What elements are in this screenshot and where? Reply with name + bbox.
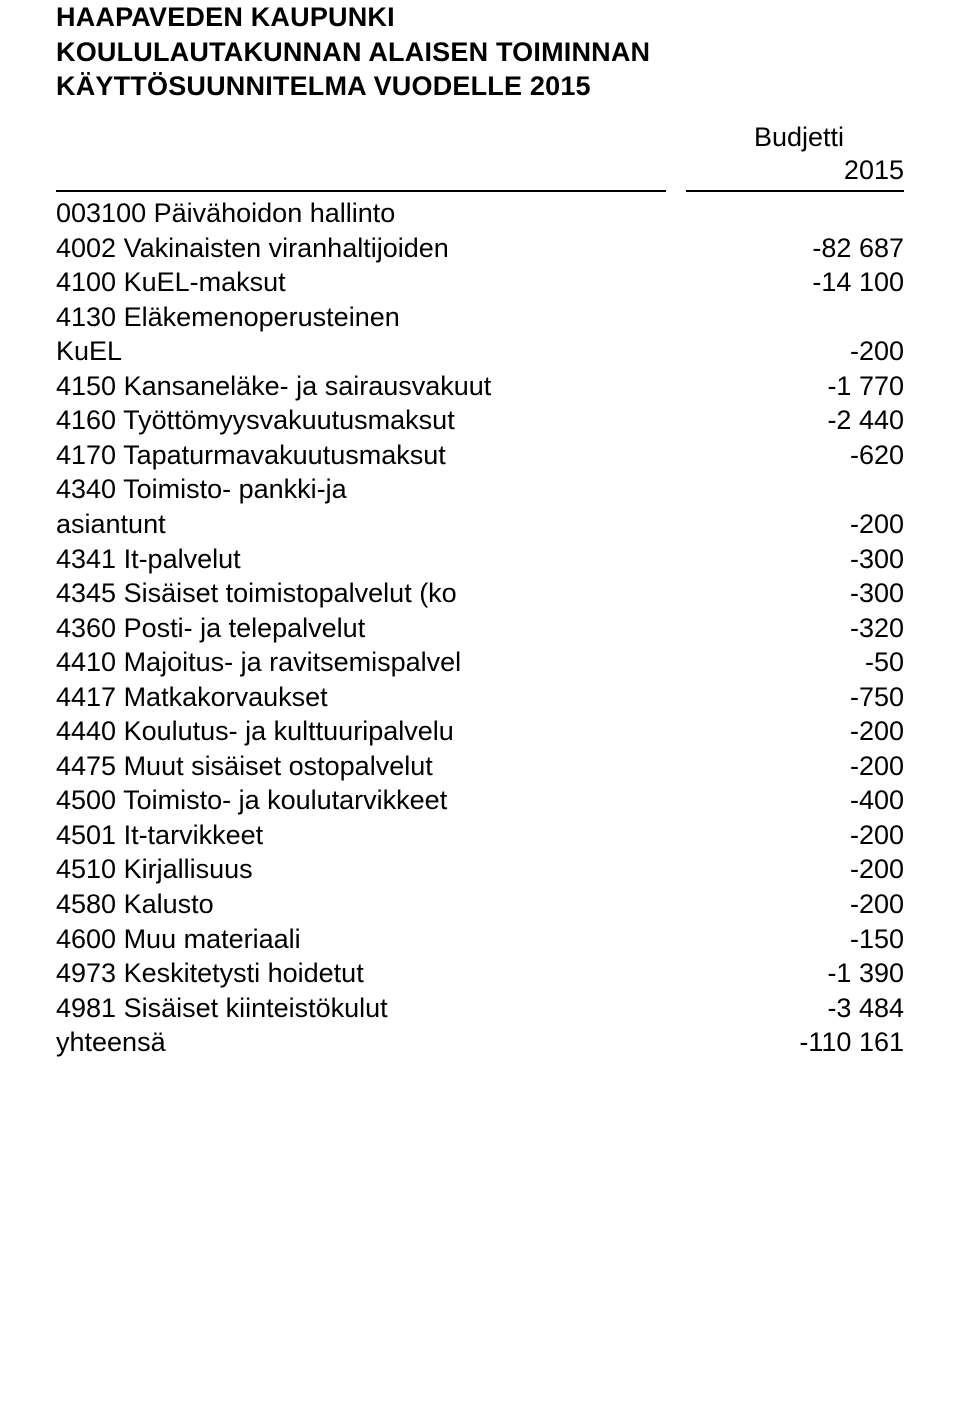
row-label: 4501 It-tarvikkeet — [56, 818, 263, 853]
divider-right — [686, 190, 904, 192]
budget-row: 4160 Työttömyysvakuutusmaksut -2 440 — [56, 403, 904, 438]
row-label: yhteensä — [56, 1025, 166, 1060]
row-value: -200 — [754, 507, 904, 542]
budget-row: 4341 It-palvelut -300 — [56, 542, 904, 577]
row-label: 4410 Majoitus- ja ravitsemispalvel — [56, 645, 461, 680]
row-label: 4500 Toimisto- ja koulutarvikkeet — [56, 783, 447, 818]
row-value: -200 — [754, 818, 904, 853]
budget-row: 4100 KuEL-maksut -14 100 — [56, 265, 904, 300]
row-label: 4510 Kirjallisuus — [56, 852, 253, 887]
section-title: 003100 Päivähoidon hallinto — [56, 198, 904, 229]
budget-row: 4600 Muu materiaali -150 — [56, 922, 904, 957]
budget-row: 4340 Toimisto- pankki-ja — [56, 472, 904, 507]
budget-row: 4475 Muut sisäiset ostopalvelut -200 — [56, 749, 904, 784]
row-label: 4150 Kansaneläke- ja sairausvakuut — [56, 369, 491, 404]
row-label: asiantunt — [56, 507, 166, 542]
row-label: 4345 Sisäiset toimistopalvelut (ko — [56, 576, 457, 611]
row-value: -200 — [754, 887, 904, 922]
budget-row: 4417 Matkakorvaukset -750 — [56, 680, 904, 715]
budget-row: 4410 Majoitus- ja ravitsemispalvel -50 — [56, 645, 904, 680]
divider-left — [56, 190, 666, 192]
row-label: 4130 Eläkemenoperusteinen — [56, 300, 400, 335]
row-value — [754, 300, 904, 335]
header-line-2: KOULULAUTAKUNNAN ALAISEN TOIMINNAN — [56, 35, 904, 70]
row-value: -400 — [754, 783, 904, 818]
row-value: -50 — [754, 645, 904, 680]
row-value: -620 — [754, 438, 904, 473]
header-line-1: HAAPAVEDEN KAUPUNKI — [56, 0, 904, 35]
row-value: -320 — [754, 611, 904, 646]
row-label: 4160 Työttömyysvakuutusmaksut — [56, 403, 455, 438]
budget-label: Budjetti — [56, 122, 904, 153]
row-value: -150 — [754, 922, 904, 957]
budget-row: 4973 Keskitetysti hoidetut -1 390 — [56, 956, 904, 991]
budget-row: 4002 Vakinaisten viranhaltijoiden -82 687 — [56, 231, 904, 266]
row-label: 4002 Vakinaisten viranhaltijoiden — [56, 231, 449, 266]
budget-row: 4501 It-tarvikkeet -200 — [56, 818, 904, 853]
row-value: -200 — [754, 852, 904, 887]
row-value: -300 — [754, 542, 904, 577]
row-value: -82 687 — [754, 231, 904, 266]
budget-rows: 4002 Vakinaisten viranhaltijoiden -82 687… — [56, 231, 904, 1060]
document-header: HAAPAVEDEN KAUPUNKI KOULULAUTAKUNNAN ALA… — [56, 0, 904, 104]
divider-row — [56, 190, 904, 192]
row-label: 4981 Sisäiset kiinteistökulut — [56, 991, 388, 1026]
budget-row: 4150 Kansaneläke- ja sairausvakuut -1 770 — [56, 369, 904, 404]
header-line-3: KÄYTTÖSUUNNITELMA VUODELLE 2015 — [56, 69, 904, 104]
row-label: 4475 Muut sisäiset ostopalvelut — [56, 749, 433, 784]
row-label: KuEL — [56, 334, 122, 369]
row-label: 4341 It-palvelut — [56, 542, 241, 577]
budget-row: 4500 Toimisto- ja koulutarvikkeet -400 — [56, 783, 904, 818]
row-value: -14 100 — [754, 265, 904, 300]
row-value: -1 390 — [754, 956, 904, 991]
row-label: 4973 Keskitetysti hoidetut — [56, 956, 364, 991]
row-value: -110 161 — [754, 1025, 904, 1060]
row-value: -200 — [754, 749, 904, 784]
row-value: -3 484 — [754, 991, 904, 1026]
budget-row: 4981 Sisäiset kiinteistökulut -3 484 — [56, 991, 904, 1026]
row-value: -2 440 — [754, 403, 904, 438]
row-value: -200 — [754, 714, 904, 749]
divider-gap — [666, 190, 686, 192]
budget-row: yhteensä -110 161 — [56, 1025, 904, 1060]
budget-row: 4170 Tapaturmavakuutusmaksut -620 — [56, 438, 904, 473]
budget-year: 2015 — [56, 155, 904, 186]
row-value: -750 — [754, 680, 904, 715]
budget-row: 4510 Kirjallisuus -200 — [56, 852, 904, 887]
row-value: -200 — [754, 334, 904, 369]
row-label: 4580 Kalusto — [56, 887, 214, 922]
row-label: 4360 Posti- ja telepalvelut — [56, 611, 365, 646]
row-label: 4600 Muu materiaali — [56, 922, 301, 957]
row-value — [754, 472, 904, 507]
row-value: -1 770 — [754, 369, 904, 404]
row-label: 4340 Toimisto- pankki-ja — [56, 472, 347, 507]
budget-row: 4345 Sisäiset toimistopalvelut (ko -300 — [56, 576, 904, 611]
budget-row: asiantunt -200 — [56, 507, 904, 542]
row-label: 4100 KuEL-maksut — [56, 265, 286, 300]
row-label: 4417 Matkakorvaukset — [56, 680, 328, 715]
row-value: -300 — [754, 576, 904, 611]
budget-row: KuEL -200 — [56, 334, 904, 369]
budget-row: 4580 Kalusto -200 — [56, 887, 904, 922]
row-label: 4440 Koulutus- ja kulttuuripalvelu — [56, 714, 454, 749]
budget-row: 4360 Posti- ja telepalvelut -320 — [56, 611, 904, 646]
budget-row: 4130 Eläkemenoperusteinen — [56, 300, 904, 335]
row-label: 4170 Tapaturmavakuutusmaksut — [56, 438, 446, 473]
budget-row: 4440 Koulutus- ja kulttuuripalvelu -200 — [56, 714, 904, 749]
